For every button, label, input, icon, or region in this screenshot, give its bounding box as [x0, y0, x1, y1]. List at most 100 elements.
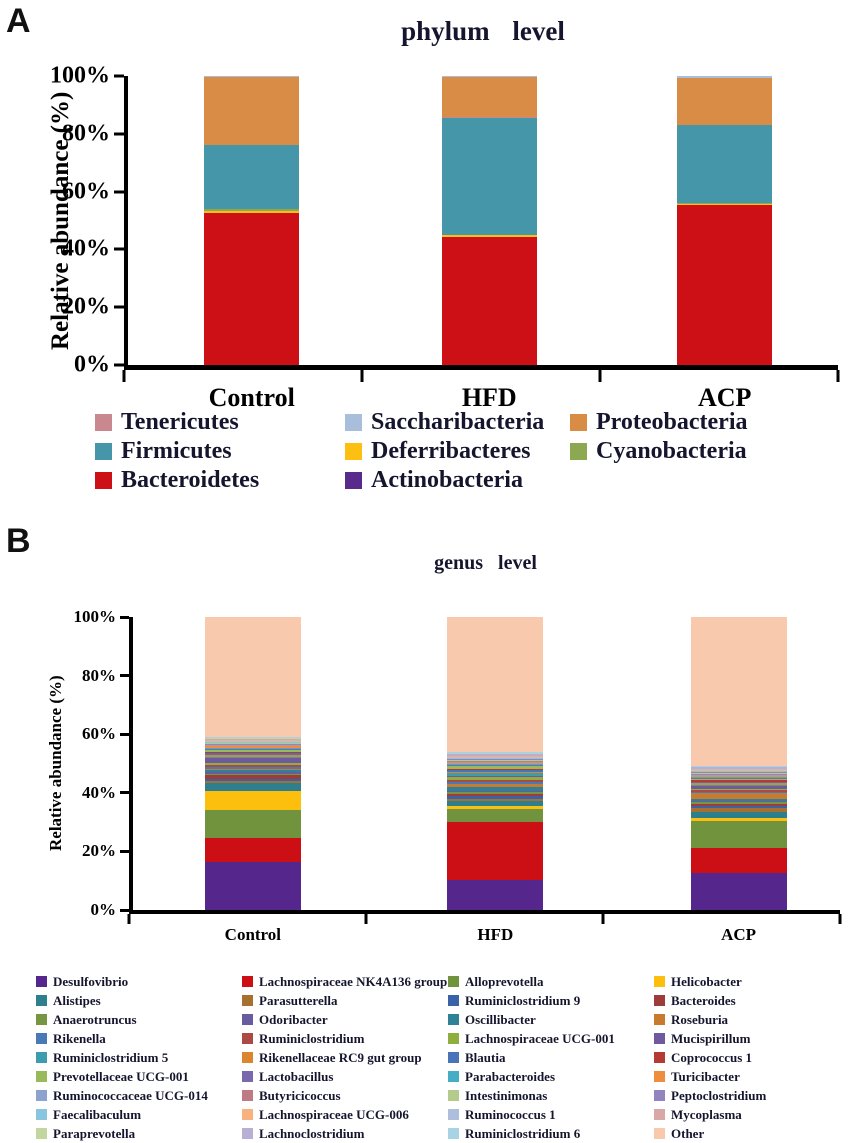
legend-label: Desulfovibrio: [53, 974, 128, 990]
legend-swatch: [448, 995, 459, 1006]
legend-label: Coprococcus 1: [671, 1050, 752, 1066]
bar-segment: [204, 213, 299, 365]
legend-item: Roseburia: [654, 1010, 824, 1029]
y-tick-label: 0%: [74, 352, 110, 379]
bar-segment: [691, 873, 787, 910]
category-label-hfd: HFD: [477, 925, 513, 945]
y-tick: 100%: [50, 63, 124, 90]
legend-swatch: [654, 1109, 665, 1120]
legend-item: Ruminiclostridium 5: [36, 1048, 242, 1067]
bar-acp: [677, 76, 772, 365]
legend-item: Other: [654, 1124, 824, 1143]
y-tick-mark: [114, 190, 124, 193]
plot-area: [128, 76, 835, 365]
y-tick-label: 40%: [82, 783, 116, 803]
y-tick-mark: [114, 75, 124, 78]
legend-label: Ruminiclostridium 9: [465, 993, 580, 1009]
legend-item: Peptoclostridium: [654, 1086, 824, 1105]
panel-genus: B genus level Relative abundance (%) 0%2…: [0, 520, 850, 1142]
legend-swatch: [654, 1052, 665, 1063]
legend-swatch: [654, 1071, 665, 1082]
legend-swatch: [570, 443, 587, 460]
legend-label: Parasutterella: [259, 993, 337, 1009]
legend-item: Helicobacter: [654, 972, 824, 991]
bar-control: [204, 76, 299, 365]
legend-label: Deferribacteres: [371, 438, 530, 465]
legend-swatch: [242, 1109, 253, 1120]
legend-item: Ruminococcus 1: [448, 1105, 654, 1124]
legend-item: Desulfovibrio: [36, 972, 242, 991]
legend-label: Actinobacteria: [371, 467, 523, 494]
legend-item: Paraprevotella: [36, 1124, 242, 1143]
bar-segment: [691, 821, 787, 848]
y-tick-label: 20%: [62, 294, 110, 321]
y-tick-mark: [120, 616, 129, 619]
legend-swatch: [448, 1090, 459, 1101]
legend-label: Lachnospiraceae UCG-001: [465, 1031, 615, 1047]
legend-item: Odoribacter: [242, 1010, 448, 1029]
legend-swatch: [654, 1128, 665, 1139]
bar-segment: [691, 617, 787, 766]
legend-item: Alloprevotella: [448, 972, 654, 991]
bar-segment: [677, 205, 772, 365]
x-ticks: [124, 370, 838, 382]
bar-segment: [205, 810, 301, 838]
y-tick: 40%: [62, 236, 124, 263]
bar-hfd: [447, 617, 543, 910]
legend-swatch: [242, 976, 253, 987]
y-tick-label: 0%: [91, 900, 117, 920]
y-tick: 100%: [74, 607, 130, 627]
legend-swatch: [36, 1071, 47, 1082]
bar-segment: [204, 145, 299, 209]
x-tick-mark: [599, 370, 602, 382]
panel-phylum: A phylum level Relative abundance (%) 0%…: [0, 0, 850, 520]
legend-item: Rikenellaceae RC9 gut group: [242, 1048, 448, 1067]
legend-label: Mucispirillum: [671, 1031, 750, 1047]
legend-swatch: [448, 1033, 459, 1044]
legend-item: Ruminiclostridium 9: [448, 991, 654, 1010]
legend-label: Odoribacter: [259, 1012, 328, 1028]
y-tick-label: 40%: [62, 236, 110, 263]
y-tick-label: 100%: [50, 63, 110, 90]
y-tick-label: 60%: [62, 178, 110, 205]
legend-swatch: [242, 1033, 253, 1044]
legend-swatch: [242, 1052, 253, 1063]
legend-swatch: [242, 995, 253, 1006]
legend-label: Ruminococcaceae UCG-014: [53, 1088, 208, 1104]
legend-item: Parasutterella: [242, 991, 448, 1010]
bar-segment: [205, 862, 301, 910]
bar-segment: [447, 617, 543, 752]
x-tick-mark: [602, 914, 605, 924]
legend-label: Roseburia: [671, 1012, 728, 1028]
legend-label: Ruminiclostridium 5: [53, 1050, 168, 1066]
legend-label: Alloprevotella: [465, 974, 543, 990]
y-ticks: 0%20%40%60%80%100%: [0, 617, 129, 910]
y-tick-mark: [114, 306, 124, 309]
panel-label-b: B: [6, 522, 31, 561]
legend-item: Intestinimonas: [448, 1086, 654, 1105]
y-tick-mark: [120, 791, 129, 794]
bar-segment: [442, 237, 537, 365]
legend-item: Lachnospiraceae UCG-006: [242, 1105, 448, 1124]
legend-item: Lachnospiraceae UCG-001: [448, 1029, 654, 1048]
legend-item: Cyanobacteria: [570, 437, 748, 466]
legend-item: Prevotellaceae UCG-001: [36, 1067, 242, 1086]
legend-label: Lactobacillus: [259, 1069, 333, 1085]
legend-label: Ruminiclostridium: [259, 1031, 364, 1047]
legend-item: Lachnoclostridium: [242, 1124, 448, 1143]
bar-segment: [204, 77, 299, 145]
legend-swatch: [242, 1071, 253, 1082]
legend-swatch: [448, 976, 459, 987]
legend-label: Tenericutes: [121, 409, 239, 436]
legend-swatch: [448, 1014, 459, 1025]
bar-segment: [205, 838, 301, 862]
legend-swatch: [36, 1033, 47, 1044]
legend-label: Intestinimonas: [465, 1088, 547, 1104]
legend-swatch: [36, 976, 47, 987]
y-tick: 0%: [74, 352, 124, 379]
legend-swatch: [36, 1052, 47, 1063]
y-tick-mark: [114, 364, 124, 367]
legend-item: Firmicutes: [95, 437, 345, 466]
legend-item: Anaerotruncus: [36, 1010, 242, 1029]
legend-swatch: [654, 1014, 665, 1025]
